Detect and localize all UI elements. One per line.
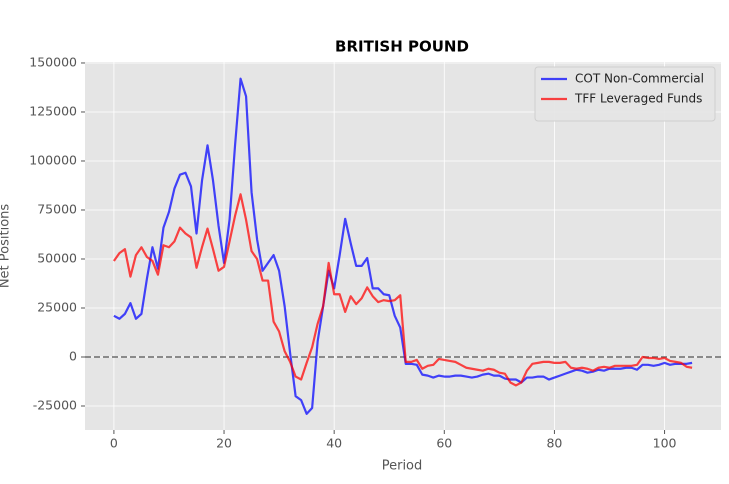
x-tick-label: 20 [216, 436, 232, 451]
y-tick-label: 100000 [29, 152, 77, 167]
legend-label: TFF Leveraged Funds [574, 92, 702, 106]
x-tick-label: 40 [326, 436, 342, 451]
x-tick-label: 100 [653, 436, 677, 451]
series-line [113, 193, 693, 387]
marks [85, 77, 721, 415]
legend-label: COT Non-Commercial [575, 72, 704, 86]
x-axis-label: Period [382, 459, 423, 474]
legend-box [534, 66, 716, 122]
x-tick-label: 60 [436, 436, 452, 451]
chart-title: BRITISH POUND [335, 38, 469, 56]
y-tick-label: 150000 [29, 54, 77, 69]
y-tick-label: 50000 [37, 250, 77, 265]
y-tick-label: 125000 [29, 103, 77, 118]
y-tick-label: 0 [69, 348, 77, 363]
y-tick-label: 75000 [37, 201, 77, 216]
x-tick-label: 80 [546, 436, 562, 451]
x-tick-label: 0 [110, 436, 118, 451]
y-axis-label: Net Positions [0, 204, 13, 289]
y-tick-label: 25000 [37, 299, 77, 314]
legend: COT Non-Commercial TFF Leveraged Funds [534, 66, 716, 122]
y-tick-label: -25000 [33, 397, 77, 412]
series-line [113, 77, 693, 415]
